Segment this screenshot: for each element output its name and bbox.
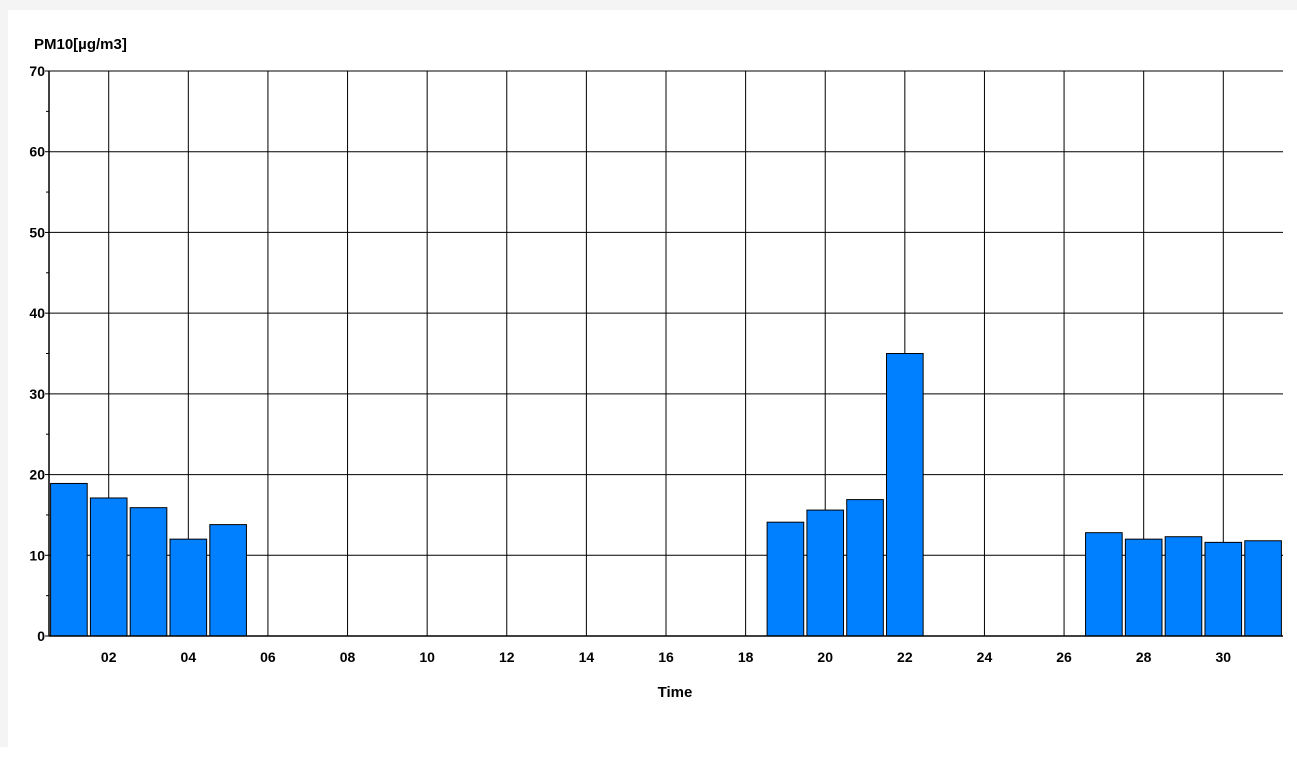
x-tick-label: 18 <box>738 649 754 665</box>
bar <box>1244 540 1282 637</box>
y-tick-label: 70 <box>29 63 45 79</box>
x-tick-label: 26 <box>1056 649 1072 665</box>
bar <box>50 482 88 637</box>
bars <box>50 353 1282 637</box>
bar <box>766 521 805 637</box>
x-tick-label: 10 <box>419 649 435 665</box>
x-tick-label: 06 <box>260 649 276 665</box>
x-tick-label: 02 <box>101 649 117 665</box>
bar <box>129 507 168 637</box>
x-tick-label: 12 <box>499 649 515 665</box>
x-tick-label: 04 <box>181 649 197 665</box>
bar <box>1124 538 1163 637</box>
y-tick-label: 60 <box>29 144 45 160</box>
bar <box>1204 541 1243 637</box>
x-tick-label: 22 <box>897 649 913 665</box>
y-tick-label: 0 <box>37 628 45 644</box>
x-tick-label: 14 <box>579 649 595 665</box>
x-tick-label: 28 <box>1136 649 1152 665</box>
x-tick-label: 20 <box>817 649 833 665</box>
y-tick-label: 30 <box>29 386 45 402</box>
y-axis-title: PM10[µg/m3] <box>34 36 127 53</box>
bar <box>886 353 924 637</box>
bar <box>209 524 247 637</box>
pm10-bar-chart: 0 10 20 30 40 50 60 70 02 04 06 08 10 12 14 16 18 20 22 24 2… <box>29 36 1283 701</box>
x-axis-title: Time <box>658 684 693 701</box>
bar <box>846 499 884 637</box>
bar <box>89 497 128 637</box>
x-tick-label: 24 <box>977 649 993 665</box>
x-tick-label: 16 <box>658 649 674 665</box>
y-tick-label: 50 <box>29 224 45 240</box>
y-tick-label: 20 <box>29 467 45 483</box>
x-tick-label: 30 <box>1216 649 1232 665</box>
bar <box>169 538 208 637</box>
y-tick-label: 40 <box>29 305 45 321</box>
bar <box>806 509 845 637</box>
y-tick-label: 10 <box>29 547 45 563</box>
axes <box>45 70 1283 637</box>
bar <box>1085 532 1123 637</box>
tick-labels: 0 10 20 30 40 50 60 70 02 04 06 08 10 12 14 16 18 20 22 24 2… <box>29 63 1231 665</box>
bar <box>1164 536 1203 637</box>
x-tick-label: 08 <box>340 649 356 665</box>
